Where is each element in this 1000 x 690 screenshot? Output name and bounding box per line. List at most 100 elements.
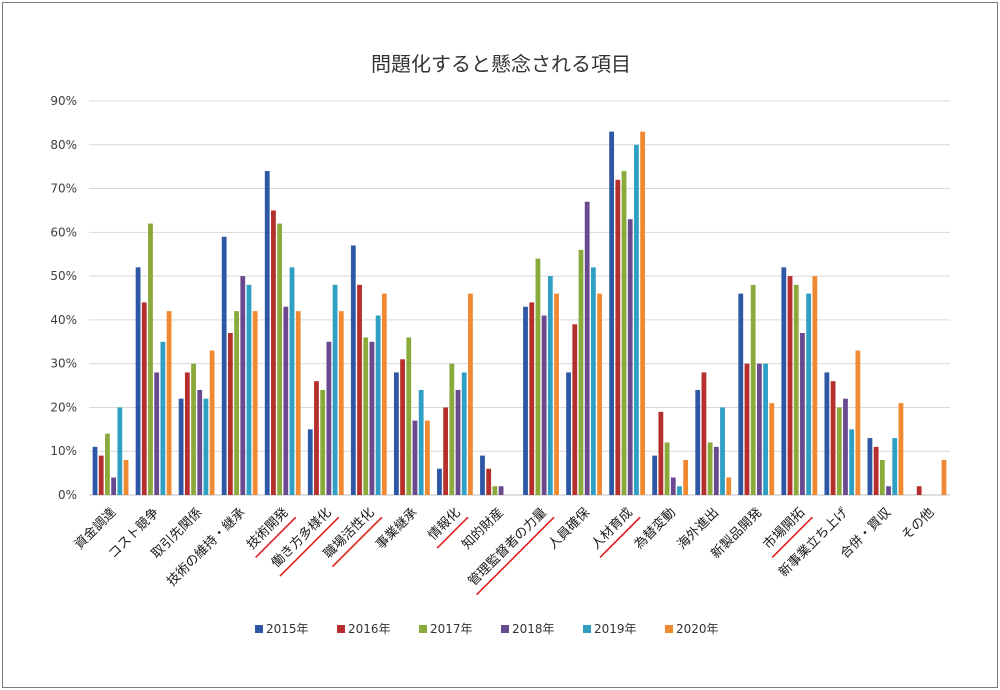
bar — [535, 258, 541, 495]
bar — [443, 407, 449, 495]
bar — [221, 236, 227, 495]
bar — [381, 293, 387, 495]
bar — [277, 223, 283, 496]
bar — [197, 389, 203, 495]
x-category-label: 事業継承 — [373, 505, 421, 553]
bar — [892, 438, 898, 495]
bar — [652, 455, 658, 495]
highlight-underline — [331, 516, 383, 568]
bar — [357, 284, 362, 495]
bar — [867, 438, 873, 495]
x-category-label: その他 — [899, 505, 937, 543]
legend-swatch — [419, 625, 427, 633]
bar — [98, 455, 104, 495]
x-category-label: 管理監督者の力量 — [465, 505, 550, 590]
bar — [800, 333, 805, 495]
bar — [584, 201, 590, 495]
bar — [283, 306, 289, 495]
bar — [227, 333, 233, 495]
gridlines — [89, 100, 950, 496]
bar — [406, 337, 412, 495]
legend-swatch — [501, 625, 509, 633]
bar — [455, 389, 461, 495]
bar — [166, 311, 172, 495]
bar — [369, 341, 375, 495]
bar — [658, 411, 664, 495]
y-tick-label: 80% — [50, 138, 77, 152]
bar — [461, 372, 467, 495]
bar — [769, 403, 775, 495]
bar-chart: 問題化すると懸念される項目 0% 10% 20% 30% 40% 50% 60% 70% 80%… — [50, 52, 950, 636]
category-label-group: 為替変動 — [631, 505, 679, 553]
bar — [295, 311, 301, 495]
bar — [763, 363, 768, 495]
bar — [683, 459, 689, 495]
category-label-group: 技術の維持・継承 — [164, 505, 248, 589]
legend-label: 2017年 — [430, 622, 473, 636]
bar — [246, 284, 252, 495]
bar — [578, 249, 584, 495]
bar — [400, 359, 405, 495]
bar — [756, 363, 762, 495]
x-category-label: 情報化 — [426, 505, 464, 543]
bar — [590, 267, 596, 495]
bar — [713, 446, 719, 495]
bar — [498, 486, 504, 495]
legend-label: 2019年 — [594, 622, 637, 636]
highlight-underline — [476, 516, 555, 596]
bar — [191, 363, 196, 495]
bar — [141, 302, 147, 495]
bar — [393, 372, 399, 495]
bar — [843, 398, 848, 495]
bar — [338, 311, 344, 495]
y-tick-label: 90% — [50, 94, 77, 108]
bars — [92, 131, 947, 496]
legend-label: 2018年 — [512, 622, 555, 636]
bar — [566, 372, 571, 495]
bar — [879, 459, 885, 495]
bar — [375, 315, 381, 495]
bar — [523, 306, 528, 495]
bar — [836, 407, 842, 495]
bar — [695, 389, 701, 495]
bar — [793, 284, 799, 495]
bar — [307, 429, 313, 495]
bar — [627, 219, 633, 495]
y-tick-label: 10% — [50, 444, 77, 458]
bar — [941, 459, 947, 495]
bar — [154, 372, 160, 495]
category-label-group: 管理監督者の力量 — [465, 505, 555, 596]
bar — [437, 468, 442, 495]
category-label-group: 人員確保 — [545, 505, 593, 553]
bar — [350, 245, 356, 495]
y-tick-label: 40% — [50, 313, 77, 327]
bar — [720, 407, 725, 495]
bar — [787, 276, 793, 495]
highlight-underline — [771, 516, 813, 558]
bar — [615, 179, 621, 496]
bar — [240, 276, 246, 495]
bar — [314, 381, 319, 495]
bar — [234, 311, 239, 495]
bar — [289, 267, 295, 495]
bar — [726, 477, 732, 495]
bar — [744, 363, 750, 495]
bar — [781, 267, 787, 495]
category-label-group: その他 — [899, 505, 937, 543]
bar — [412, 420, 418, 495]
legend: 2015年 2016年 2017年 2018年 2019年 2020年 — [255, 622, 719, 636]
y-axis: 0% 10% 20% 30% 40% 50% 60% 70% 80% 90% — [50, 94, 77, 502]
x-category-label: 技術の維持・継承 — [164, 505, 248, 589]
legend-swatch — [665, 625, 673, 633]
bar — [203, 398, 209, 495]
bar — [320, 389, 326, 495]
bar — [640, 131, 646, 495]
bar — [418, 389, 424, 495]
bar — [271, 210, 276, 495]
category-label-group: 人材育成 — [588, 505, 641, 558]
y-tick-label: 20% — [50, 400, 77, 414]
legend-label: 2020年 — [676, 622, 719, 636]
bar — [123, 459, 129, 495]
highlight-underline — [279, 516, 340, 577]
bar — [92, 446, 98, 495]
